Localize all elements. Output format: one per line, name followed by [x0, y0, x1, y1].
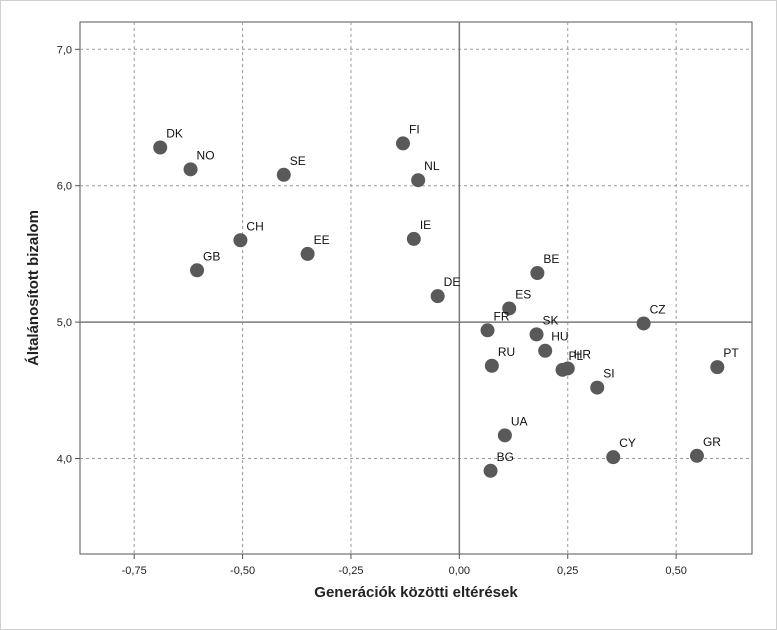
data-point-dk [153, 140, 168, 155]
point-label-be: BE [543, 252, 559, 266]
point-label-ee: EE [314, 233, 330, 247]
y-tick-label: 7,0 [57, 44, 72, 56]
data-point-no [183, 162, 198, 177]
point-label-bg: BG [497, 450, 514, 464]
point-label-hr: HR [574, 347, 592, 361]
point-label-nl: NL [424, 159, 440, 173]
point-label-se: SE [290, 154, 306, 168]
data-point-hu [538, 343, 553, 358]
y-tick-label: 6,0 [57, 181, 72, 193]
x-tick-label: 0,25 [557, 565, 578, 577]
x-tick-label: -0,50 [230, 565, 255, 577]
y-axis-title: Általánosított bizalom [25, 210, 42, 366]
point-label-ru: RU [498, 345, 515, 359]
y-tick-label: 4,0 [57, 454, 72, 466]
data-point-gb [190, 263, 205, 278]
data-point-pl [555, 362, 570, 377]
point-label-ch: CH [246, 219, 263, 233]
data-point-pt [710, 360, 725, 375]
data-point-de [430, 289, 445, 304]
point-label-fi: FI [409, 122, 420, 136]
data-point-ee [300, 246, 315, 261]
point-label-gr: GR [703, 435, 721, 449]
data-point-ru [484, 358, 499, 373]
x-tick-label: -0,25 [338, 565, 363, 577]
point-label-es: ES [515, 287, 531, 301]
data-point-cz [636, 316, 651, 331]
plot-area [79, 21, 753, 555]
data-point-fr [480, 323, 495, 338]
data-point-cy [606, 450, 621, 465]
point-label-de: DE [444, 275, 461, 289]
data-point-be [530, 265, 545, 280]
y-tick-label: 5,0 [57, 317, 72, 329]
data-point-gr [689, 448, 704, 463]
point-label-sk: SK [543, 313, 559, 327]
point-label-hu: HU [551, 330, 568, 344]
x-tick-label: -0,75 [122, 565, 147, 577]
x-axis-title: Generációk közötti eltérések [314, 584, 518, 601]
data-point-fi [395, 136, 410, 151]
point-label-ua: UA [511, 414, 528, 428]
point-label-ie: IE [420, 218, 431, 232]
point-label-gb: GB [203, 249, 220, 263]
data-point-si [590, 380, 605, 395]
data-point-nl [411, 173, 426, 188]
data-point-sk [529, 327, 544, 342]
data-point-ua [497, 428, 512, 443]
data-point-bg [483, 463, 498, 478]
data-point-ch [233, 233, 248, 248]
point-label-pt: PT [723, 346, 739, 360]
data-point-ie [406, 231, 421, 246]
data-point-se [276, 167, 291, 182]
point-label-cz: CZ [650, 302, 666, 316]
x-tick-label: 0,50 [665, 565, 686, 577]
data-point-es [502, 301, 517, 316]
axis-ticks: -0,75 -0,50 -0,25 0,00 0,25 0,50 4,0 5,0 6,0 7,0 [57, 44, 687, 577]
point-label-dk: DK [166, 126, 183, 140]
point-label-si: SI [603, 367, 614, 381]
point-label-pl: PL [569, 349, 584, 363]
point-label-no: NO [197, 148, 215, 162]
point-label-fr: FR [494, 309, 510, 323]
point-label-cy: CY [619, 436, 636, 450]
x-tick-label: 0,00 [449, 565, 470, 577]
